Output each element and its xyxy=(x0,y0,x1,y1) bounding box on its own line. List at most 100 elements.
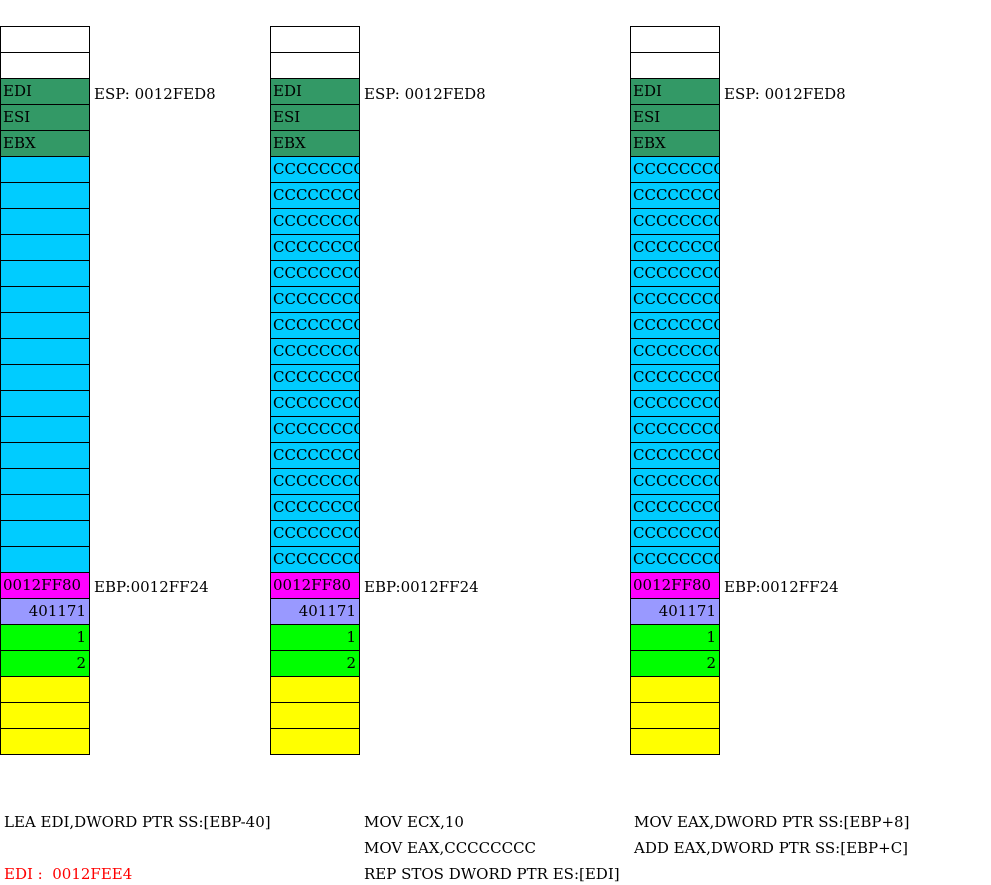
ebp-label: EBP:0012FF24 xyxy=(364,578,479,596)
local-slot: CCCCCCCC xyxy=(630,286,720,312)
empty-slot xyxy=(630,52,720,78)
local-slot xyxy=(0,468,90,494)
local-slot: CCCCCCCC xyxy=(630,390,720,416)
caller-frame-slot xyxy=(270,728,360,755)
ebp-label: EBP:0012FF24 xyxy=(94,578,209,596)
local-slot: CCCCCCCC xyxy=(630,546,720,572)
argument-1-slot: 1 xyxy=(630,624,720,650)
esp-label: ESP: 0012FED8 xyxy=(94,85,216,103)
argument-2-slot: 2 xyxy=(630,650,720,676)
instruction-mov-eax: MOV EAX,CCCCCCCC xyxy=(364,839,537,857)
local-slot: CCCCCCCC xyxy=(630,520,720,546)
local-slot: CCCCCCCC xyxy=(270,234,360,260)
stack-column-1: EDI ESI EBX 0012FF80 401171 1 2 xyxy=(0,26,90,755)
empty-slot xyxy=(0,52,90,78)
saved-ebp-slot: 0012FF80 xyxy=(270,572,360,598)
saved-ebx-slot: EBX xyxy=(270,130,360,156)
local-slot: CCCCCCCC xyxy=(270,468,360,494)
local-slot: CCCCCCCC xyxy=(630,182,720,208)
argument-2-slot: 2 xyxy=(0,650,90,676)
local-slot xyxy=(0,520,90,546)
local-slot: CCCCCCCC xyxy=(630,494,720,520)
local-slot: CCCCCCCC xyxy=(630,312,720,338)
local-slot xyxy=(0,312,90,338)
local-slot: CCCCCCCC xyxy=(630,338,720,364)
edi-value-note: EDI : 0012FEE4 xyxy=(4,865,133,883)
local-slot: CCCCCCCC xyxy=(270,390,360,416)
stack-column-3: EDI ESI EBX CCCCCCCC CCCCCCCC CCCCCCCC C… xyxy=(630,26,720,755)
saved-ebx-slot: EBX xyxy=(0,130,90,156)
local-slot: CCCCCCCC xyxy=(270,546,360,572)
local-slot xyxy=(0,208,90,234)
instruction-mov-eax-arg: MOV EAX,DWORD PTR SS:[EBP+8] xyxy=(634,813,910,831)
local-slot xyxy=(0,260,90,286)
local-slot xyxy=(0,442,90,468)
instruction-rep-stos: REP STOS DWORD PTR ES:[EDI] xyxy=(364,865,620,883)
local-slot: CCCCCCCC xyxy=(270,520,360,546)
local-slot: CCCCCCCC xyxy=(630,234,720,260)
caller-frame-slot xyxy=(0,676,90,702)
saved-esi-slot: ESI xyxy=(0,104,90,130)
return-address-slot: 401171 xyxy=(630,598,720,624)
instruction-mov-ecx: MOV ECX,10 xyxy=(364,813,464,831)
local-slot: CCCCCCCC xyxy=(630,260,720,286)
local-slot xyxy=(0,364,90,390)
local-slot: CCCCCCCC xyxy=(270,416,360,442)
saved-ebx-slot: EBX xyxy=(630,130,720,156)
local-slot: CCCCCCCC xyxy=(630,416,720,442)
saved-edi-slot: EDI xyxy=(270,78,360,104)
local-slot: CCCCCCCC xyxy=(270,208,360,234)
local-slot: CCCCCCCC xyxy=(630,156,720,182)
local-slot xyxy=(0,494,90,520)
saved-esi-slot: ESI xyxy=(270,104,360,130)
caller-frame-slot xyxy=(0,702,90,728)
empty-slot xyxy=(270,52,360,78)
instruction-lea: LEA EDI,DWORD PTR SS:[EBP-40] xyxy=(4,813,271,831)
local-slot: CCCCCCCC xyxy=(630,364,720,390)
argument-1-slot: 1 xyxy=(0,624,90,650)
local-slot: CCCCCCCC xyxy=(270,312,360,338)
local-slot: CCCCCCCC xyxy=(270,182,360,208)
saved-esi-slot: ESI xyxy=(630,104,720,130)
return-address-slot: 401171 xyxy=(0,598,90,624)
argument-2-slot: 2 xyxy=(270,650,360,676)
argument-1-slot: 1 xyxy=(270,624,360,650)
local-slot xyxy=(0,286,90,312)
empty-slot xyxy=(630,26,720,52)
caller-frame-slot xyxy=(630,702,720,728)
local-slot xyxy=(0,156,90,182)
local-slot: CCCCCCCC xyxy=(270,364,360,390)
local-slot: CCCCCCCC xyxy=(630,468,720,494)
local-slot xyxy=(0,416,90,442)
local-slot: CCCCCCCC xyxy=(270,338,360,364)
local-slot: CCCCCCCC xyxy=(270,260,360,286)
esp-label: ESP: 0012FED8 xyxy=(364,85,486,103)
stack-column-2: EDI ESI EBX CCCCCCCC CCCCCCCC CCCCCCCC C… xyxy=(270,26,360,755)
local-slot xyxy=(0,234,90,260)
saved-ebp-slot: 0012FF80 xyxy=(630,572,720,598)
caller-frame-slot xyxy=(0,728,90,755)
caller-frame-slot xyxy=(270,676,360,702)
saved-ebp-slot: 0012FF80 xyxy=(0,572,90,598)
empty-slot xyxy=(270,26,360,52)
local-slot: CCCCCCCC xyxy=(630,442,720,468)
local-slot: CCCCCCCC xyxy=(270,494,360,520)
local-slot: CCCCCCCC xyxy=(630,208,720,234)
saved-edi-slot: EDI xyxy=(0,78,90,104)
instruction-add-eax: ADD EAX,DWORD PTR SS:[EBP+C] xyxy=(634,839,909,857)
ebp-label: EBP:0012FF24 xyxy=(724,578,839,596)
saved-edi-slot: EDI xyxy=(630,78,720,104)
local-slot: CCCCCCCC xyxy=(270,156,360,182)
empty-slot xyxy=(0,26,90,52)
local-slot xyxy=(0,182,90,208)
caller-frame-slot xyxy=(630,728,720,755)
local-slot xyxy=(0,338,90,364)
return-address-slot: 401171 xyxy=(270,598,360,624)
local-slot: CCCCCCCC xyxy=(270,442,360,468)
caller-frame-slot xyxy=(630,676,720,702)
caller-frame-slot xyxy=(270,702,360,728)
local-slot xyxy=(0,546,90,572)
local-slot: CCCCCCCC xyxy=(270,286,360,312)
local-slot xyxy=(0,390,90,416)
esp-label: ESP: 0012FED8 xyxy=(724,85,846,103)
